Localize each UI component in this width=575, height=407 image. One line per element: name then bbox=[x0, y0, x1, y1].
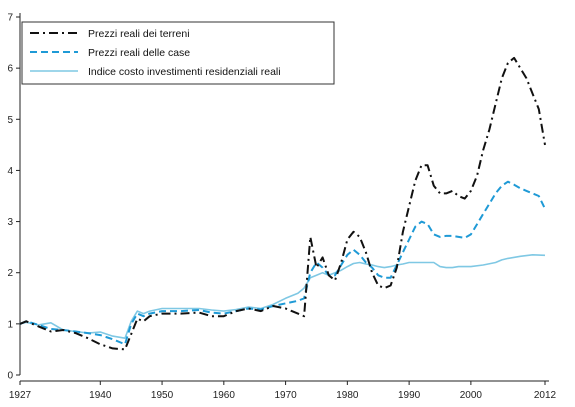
series-line-3 bbox=[19, 254, 546, 339]
y-tick-label: 6 bbox=[7, 64, 13, 75]
legend: Prezzi reali dei terreni Prezzi reali del… bbox=[21, 21, 335, 85]
x-tick-label: 2000 bbox=[460, 390, 483, 401]
x-tick-label: 1970 bbox=[274, 390, 297, 401]
x-tick-label: 1950 bbox=[151, 390, 174, 401]
x-tick-label: 2012 bbox=[534, 390, 557, 401]
y-tick-label: 2 bbox=[7, 268, 13, 279]
x-tick-label: 1960 bbox=[213, 390, 236, 401]
legend-label: Prezzi reali dei terreni bbox=[88, 28, 190, 40]
series-line-1 bbox=[19, 56, 546, 351]
x-tick-label: 1927 bbox=[9, 390, 32, 401]
y-tick-label: 1 bbox=[7, 319, 13, 330]
x-tick-label: 1990 bbox=[398, 390, 421, 401]
y-tick-label: 7 bbox=[7, 13, 13, 24]
x-ticks: 1927 1940 1950 1960 1970 1980 1990 2000 2012 bbox=[9, 381, 557, 401]
y-tick-label: 0 bbox=[7, 371, 13, 382]
axes: 0 1 2 3 4 5 6 7 1927 1940 1950 1960 1970 1980 1990 200… bbox=[7, 13, 556, 402]
x-tick-label: 1980 bbox=[336, 390, 359, 401]
legend-items: Prezzi reali dei terreni Prezzi reali del… bbox=[30, 28, 281, 78]
legend-label: Indice costo investimenti residenziali r… bbox=[88, 66, 281, 78]
legend-label: Prezzi reali delle case bbox=[88, 47, 190, 59]
series-line-2 bbox=[19, 180, 546, 346]
x-tick-label: 1940 bbox=[89, 390, 112, 401]
y-ticks: 0 1 2 3 4 5 6 7 bbox=[7, 13, 20, 382]
y-tick-label: 3 bbox=[7, 217, 13, 228]
series-layer bbox=[19, 56, 546, 351]
y-tick-label: 4 bbox=[7, 166, 13, 177]
y-tick-label: 5 bbox=[7, 115, 13, 126]
